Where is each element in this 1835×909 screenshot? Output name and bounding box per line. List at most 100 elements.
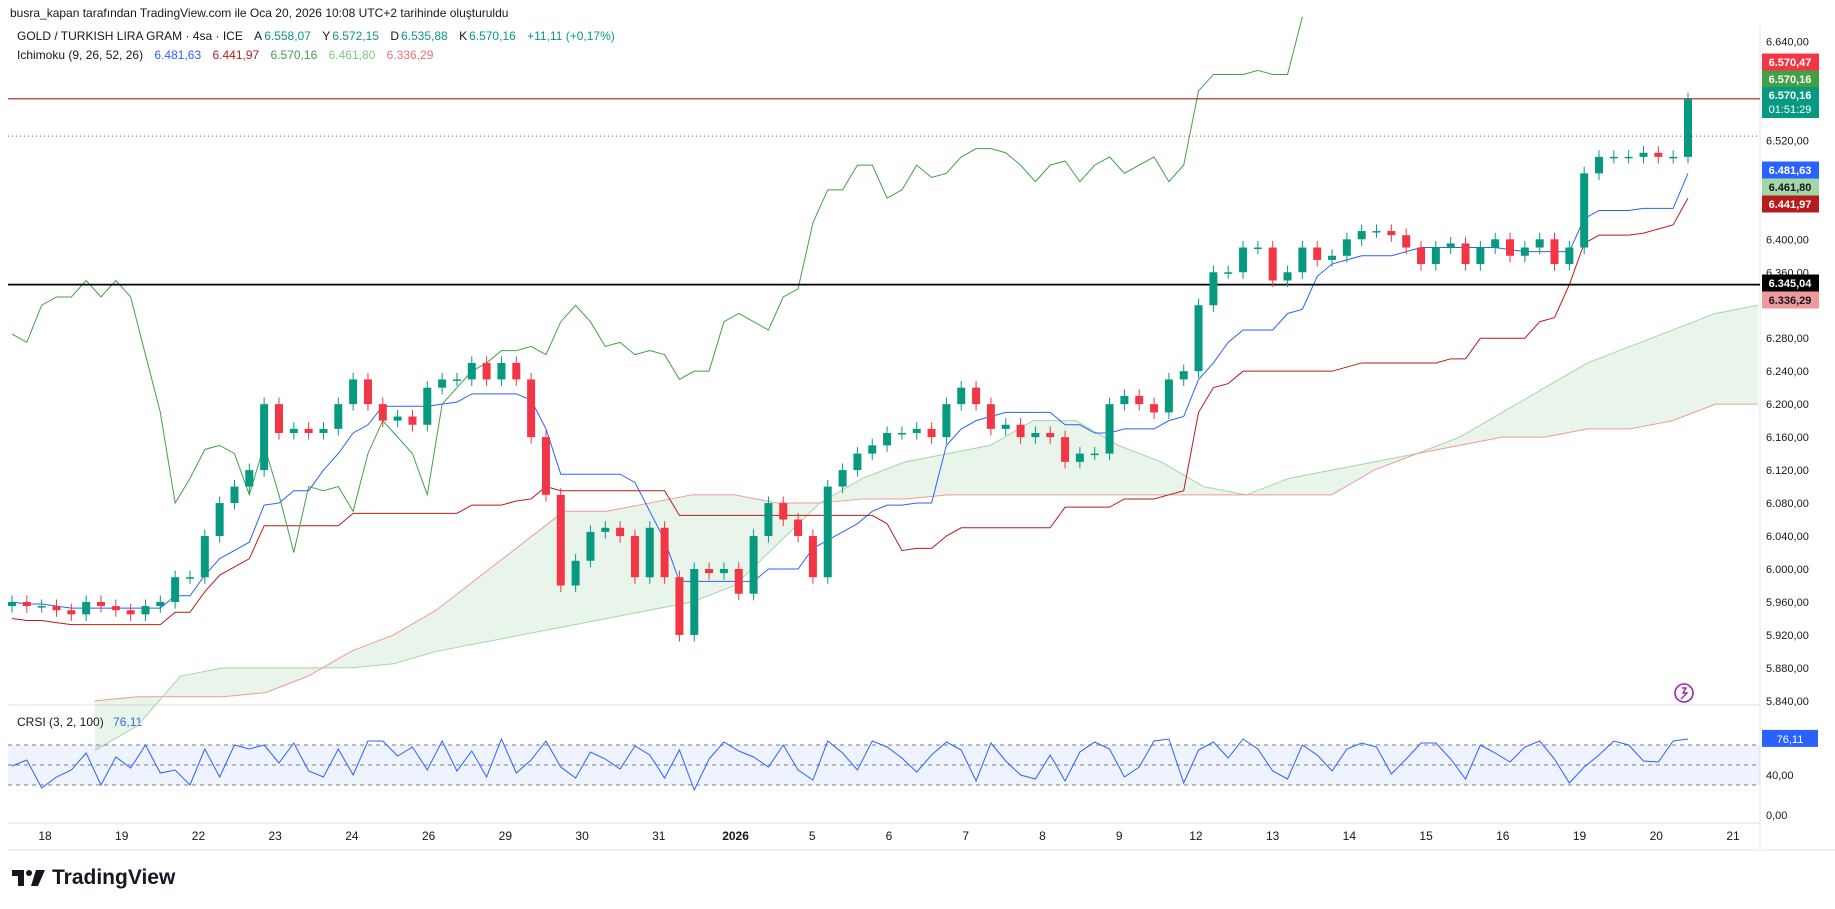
tradingview-mark-icon xyxy=(12,870,45,886)
price-tick: 6.200,00 xyxy=(1766,399,1809,411)
candle-body xyxy=(1624,156,1633,159)
open-value: 6.558,07 xyxy=(264,29,311,43)
candle-body xyxy=(8,601,16,607)
candle-body xyxy=(1135,395,1144,405)
candle-body xyxy=(1476,247,1485,265)
candle-body xyxy=(734,569,743,594)
candle-body xyxy=(571,560,580,586)
crsi-tick: 40,00 xyxy=(1766,770,1794,782)
crsi-band xyxy=(8,745,1760,785)
ichimoku-spanb-value: 6.336,29 xyxy=(386,48,434,62)
crsi-line xyxy=(11,737,1689,792)
price-chart[interactable]: 6.640,006.520,006.400,006.360,006.280,00… xyxy=(0,0,1835,860)
candle-body xyxy=(304,428,313,433)
candle-body xyxy=(22,601,31,607)
candle-body xyxy=(1224,272,1233,274)
price-tick: 6.240,00 xyxy=(1766,366,1809,378)
time-tick: 19 xyxy=(1573,829,1587,843)
candle-body xyxy=(1639,152,1648,157)
candle-body xyxy=(1491,239,1500,248)
candle-body xyxy=(349,379,358,405)
span-a-tag xyxy=(1762,178,1819,196)
ichimoku-label[interactable]: Ichimoku (9, 26, 52, 26) xyxy=(17,48,144,62)
candle-body xyxy=(853,453,862,471)
candle-body xyxy=(823,486,832,578)
candle-body xyxy=(779,503,788,520)
candle-body xyxy=(1105,404,1114,454)
candle-body xyxy=(423,387,432,425)
ichimoku-legend: Ichimoku (9, 26, 52, 26) 6.481,63 6.441,… xyxy=(17,48,435,62)
time-tick: 9 xyxy=(1116,829,1123,843)
candle-body xyxy=(1595,156,1604,174)
candle-body xyxy=(1075,453,1084,462)
candle-body xyxy=(111,606,120,611)
conversion-line xyxy=(11,173,1689,609)
candle-body xyxy=(838,470,847,487)
candle-body xyxy=(808,536,817,578)
candle-body xyxy=(1283,272,1292,281)
candle-body xyxy=(645,527,654,578)
time-tick: 13 xyxy=(1266,829,1280,843)
tradingview-logo[interactable]: TradingView xyxy=(12,866,175,890)
candle-body xyxy=(660,527,669,578)
time-tick: 15 xyxy=(1419,829,1433,843)
candle-body xyxy=(438,379,447,388)
candle-body xyxy=(1669,156,1678,159)
candle-body xyxy=(1431,247,1440,265)
time-tick: 23 xyxy=(269,829,283,843)
time-tick: 31 xyxy=(652,829,666,843)
price-tick: 6.040,00 xyxy=(1766,531,1809,543)
candle-body xyxy=(957,387,966,405)
time-tick: 2026 xyxy=(722,829,749,843)
candle-body xyxy=(1046,433,1055,438)
time-tick: 18 xyxy=(38,829,52,843)
time-tick: 30 xyxy=(575,829,589,843)
candle-body xyxy=(156,601,165,607)
candle-body xyxy=(185,577,194,579)
candle-body xyxy=(690,569,699,635)
time-tick: 20 xyxy=(1650,829,1664,843)
replay-icon[interactable] xyxy=(1674,683,1694,703)
crsi-label[interactable]: CRSI (3, 2, 100) xyxy=(17,715,104,729)
span-b-tag-text: 6.336,29 xyxy=(1769,295,1812,307)
candle-body xyxy=(764,503,773,537)
candle-body xyxy=(1506,239,1515,256)
crsi-legend: CRSI (3, 2, 100) 76,11 xyxy=(17,715,142,729)
time-tick: 22 xyxy=(192,829,206,843)
candle-body xyxy=(245,470,254,487)
candle-body xyxy=(556,494,565,586)
span-b-tag xyxy=(1762,291,1819,309)
time-tick: 29 xyxy=(499,829,513,843)
candle-body xyxy=(601,527,610,532)
candle-body xyxy=(942,404,951,438)
symbol-name[interactable]: GOLD / TURKISH LIRA GRAM · 4sa · ICE xyxy=(17,29,243,43)
time-tick: 16 xyxy=(1496,829,1510,843)
horizontal-lines xyxy=(8,98,1760,286)
open-label: A xyxy=(254,29,263,43)
candle-body xyxy=(1061,437,1070,462)
time-tick: 19 xyxy=(115,829,129,843)
candle-body xyxy=(1357,231,1366,240)
candle-body xyxy=(393,416,402,421)
crsi-tick: 0,00 xyxy=(1766,810,1787,822)
candle-body xyxy=(363,379,372,405)
candle-body xyxy=(1684,99,1692,157)
time-tick: 6 xyxy=(886,829,893,843)
time-tick: 7 xyxy=(962,829,969,843)
ichimoku-lagging-value: 6.570,16 xyxy=(270,48,318,62)
ichimoku-cloud xyxy=(94,304,1759,751)
candle-body xyxy=(1090,453,1099,456)
candle-body xyxy=(1609,156,1618,159)
candle-body xyxy=(452,379,461,381)
brand-name: TradingView xyxy=(52,866,176,889)
candle-body xyxy=(512,362,521,380)
candle-body xyxy=(972,387,981,405)
candle-body xyxy=(719,569,728,574)
time-tick: 12 xyxy=(1189,829,1203,843)
price-tick: 5.920,00 xyxy=(1766,630,1809,642)
price-tick: 5.840,00 xyxy=(1766,696,1809,708)
candle-body xyxy=(749,536,758,594)
candle-body xyxy=(630,536,639,578)
candle-body xyxy=(1328,255,1337,260)
candle-body xyxy=(616,527,625,537)
